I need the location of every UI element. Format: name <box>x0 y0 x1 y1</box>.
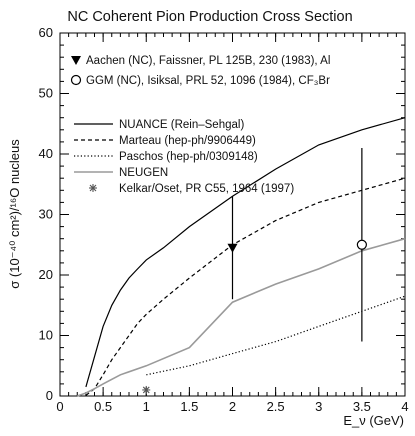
y-tick-label: 30 <box>39 207 53 222</box>
series-line-0 <box>85 117 406 388</box>
legend-marker-circle <box>70 74 82 86</box>
legend-entry-label: Paschos (hep-ph/0309148) <box>119 151 258 163</box>
chart-title: NC Coherent Pion Production Cross Sectio… <box>67 9 352 25</box>
series-line-3 <box>77 237 406 397</box>
legend-entry-label: Aachen (NC), Faissner, PL 125B, 230 (198… <box>86 55 330 67</box>
x-tick-label: 1.5 <box>180 399 198 414</box>
y-tick-label: 40 <box>39 146 53 161</box>
x-tick-label: 0.5 <box>94 399 112 414</box>
legend-entry-label: Marteau (hep-ph/9906449) <box>119 135 256 147</box>
data-point-circle <box>356 239 367 250</box>
x-axis-label: E_ν (GeV) <box>343 413 404 428</box>
data-point-star <box>142 385 151 394</box>
legend-marker-star <box>89 184 97 192</box>
x-tick-label: 0 <box>56 399 63 414</box>
y-tick-label: 10 <box>39 328 53 343</box>
series-line-2 <box>146 295 406 376</box>
x-tick-label: 4 <box>401 399 408 414</box>
y-tick-label: 60 <box>39 25 53 40</box>
legend-entry-label: NEUGEN <box>119 167 168 179</box>
legend-entry-label: GGM (NC), Isiksal, PRL 52, 1096 (1984), … <box>86 75 330 87</box>
y-tick-label: 50 <box>39 86 53 101</box>
legend-entry-label: NUANCE (Rein–Sehgal) <box>119 119 244 131</box>
x-tick-label: 1 <box>143 399 150 414</box>
y-tick-label: 0 <box>46 388 53 403</box>
x-tick-label: 3.5 <box>353 399 371 414</box>
legend-entry-label: Kelkar/Oset, PR C55, 1964 (1997) <box>119 183 294 195</box>
data-point-triangle-down <box>227 243 238 253</box>
data-points-layer <box>142 147 367 394</box>
y-axis-label: σ (10⁻⁴⁰ cm²)/¹⁶O nucleus <box>7 139 22 289</box>
x-tick-label: 3 <box>315 399 322 414</box>
x-tick-label: 2.5 <box>267 399 285 414</box>
legend: Aachen (NC), Faissner, PL 125B, 230 (198… <box>70 55 330 195</box>
y-tick-label: 20 <box>39 267 53 282</box>
series-line-1 <box>85 177 406 396</box>
legend-marker-triangle-down <box>71 56 81 65</box>
x-tick-label: 2 <box>229 399 236 414</box>
